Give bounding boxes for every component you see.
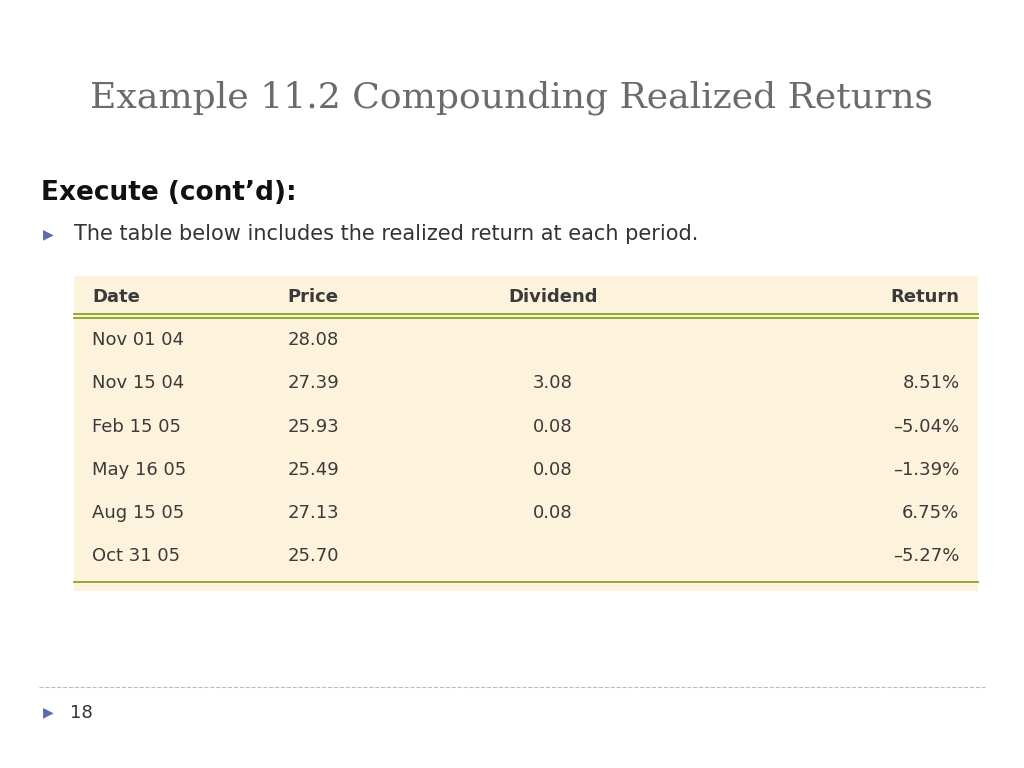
Text: 25.70: 25.70 <box>288 547 339 565</box>
Text: 0.08: 0.08 <box>534 418 572 435</box>
Text: 0.08: 0.08 <box>534 461 572 478</box>
Text: –1.39%: –1.39% <box>893 461 959 478</box>
Text: 27.13: 27.13 <box>288 504 339 521</box>
Text: Nov 01 04: Nov 01 04 <box>92 331 184 349</box>
Text: ▶: ▶ <box>43 227 53 241</box>
Text: 18: 18 <box>70 703 92 722</box>
Text: –5.27%: –5.27% <box>893 547 959 565</box>
Text: 25.93: 25.93 <box>288 418 339 435</box>
Text: 8.51%: 8.51% <box>902 375 959 392</box>
Text: May 16 05: May 16 05 <box>92 461 186 478</box>
Text: The table below includes the realized return at each period.: The table below includes the realized re… <box>74 224 698 244</box>
Text: 0.08: 0.08 <box>534 504 572 521</box>
Text: 28.08: 28.08 <box>288 331 339 349</box>
Text: 27.39: 27.39 <box>288 375 339 392</box>
Text: Dividend: Dividend <box>508 288 598 306</box>
Text: Aug 15 05: Aug 15 05 <box>92 504 184 521</box>
Text: Return: Return <box>891 288 959 306</box>
Text: Execute (cont’d):: Execute (cont’d): <box>41 180 297 207</box>
Text: 6.75%: 6.75% <box>902 504 959 521</box>
Text: 3.08: 3.08 <box>534 375 572 392</box>
Text: Date: Date <box>92 288 140 306</box>
Text: Oct 31 05: Oct 31 05 <box>92 547 180 565</box>
Text: Price: Price <box>288 288 339 306</box>
Text: Feb 15 05: Feb 15 05 <box>92 418 181 435</box>
Text: 25.49: 25.49 <box>288 461 339 478</box>
Text: ▶: ▶ <box>43 706 53 720</box>
Text: Example 11.2 Compounding Realized Returns: Example 11.2 Compounding Realized Return… <box>90 81 934 115</box>
Text: –5.04%: –5.04% <box>893 418 959 435</box>
Text: Nov 15 04: Nov 15 04 <box>92 375 184 392</box>
